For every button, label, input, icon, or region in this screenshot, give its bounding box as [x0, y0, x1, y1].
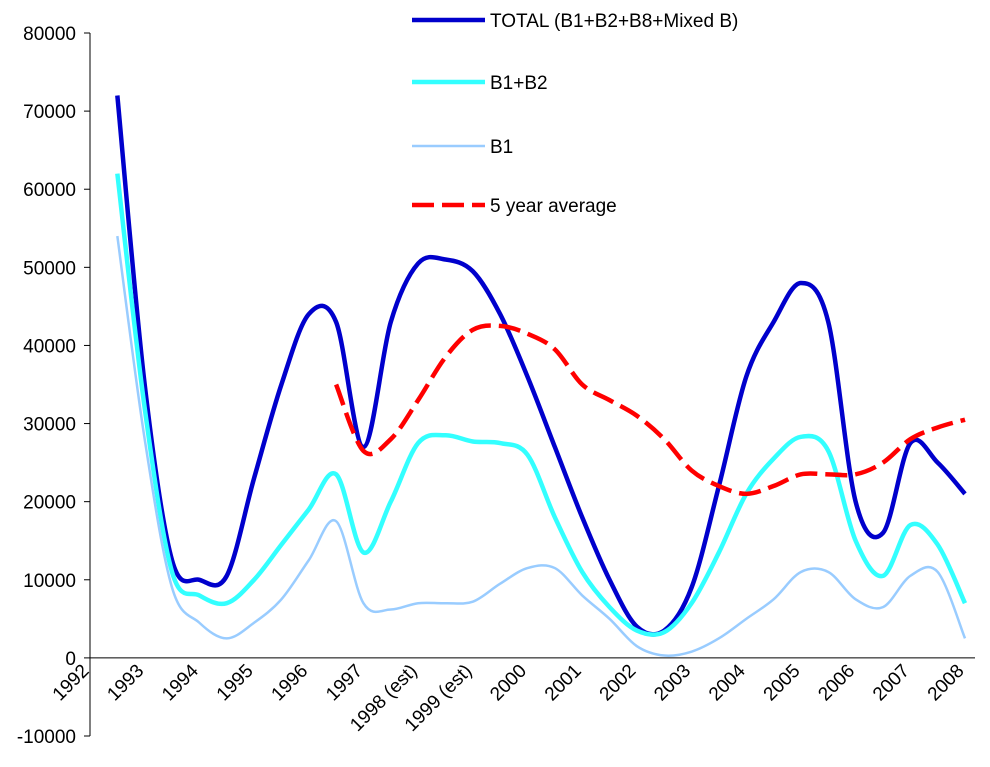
legend-label: TOTAL (B1+B2+B8+Mixed B) [490, 11, 738, 32]
x-tick-label: 1996 [268, 661, 313, 706]
x-tick-label: 1992 [49, 661, 94, 706]
x-tick-label: 2004 [705, 660, 750, 705]
series-line [116, 235, 967, 658]
y-tick-label: -10000 [17, 727, 76, 748]
x-tick-label: 1994 [158, 660, 203, 705]
x-tick-label: 2006 [814, 661, 859, 706]
x-tick-label: 2008 [924, 661, 969, 706]
y-tick-label: 20000 [23, 493, 76, 514]
x-tick-label: 2001 [541, 661, 586, 706]
x-tick-label: 2003 [650, 661, 695, 706]
series-line [334, 323, 966, 497]
x-tick-label: 2005 [760, 661, 805, 706]
x-tick-label: 1995 [213, 661, 258, 706]
series-line [115, 173, 968, 637]
y-tick-label: 70000 [23, 102, 76, 123]
y-tick-label: 60000 [23, 180, 76, 201]
y-tick-label: 50000 [23, 258, 76, 279]
legend-label: B1 [490, 137, 513, 158]
x-tick-label: 1993 [103, 661, 148, 706]
legend-label: 5 year average [490, 196, 617, 217]
y-tick-label: 10000 [23, 571, 76, 592]
x-tick-label: 1997 [322, 661, 367, 706]
y-tick-label: 40000 [23, 336, 76, 357]
y-tick-label: 30000 [23, 415, 76, 436]
x-tick-label: 2000 [486, 661, 531, 706]
x-tick-label: 2002 [596, 661, 641, 706]
y-tick-label: 0 [65, 649, 76, 670]
legend-label: B1+B2 [490, 73, 548, 94]
x-tick-label: 2007 [869, 661, 914, 706]
series-line [115, 95, 967, 637]
y-tick-label: 80000 [23, 24, 76, 45]
